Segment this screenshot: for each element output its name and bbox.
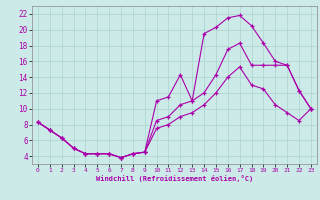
X-axis label: Windchill (Refroidissement éolien,°C): Windchill (Refroidissement éolien,°C): [96, 175, 253, 182]
